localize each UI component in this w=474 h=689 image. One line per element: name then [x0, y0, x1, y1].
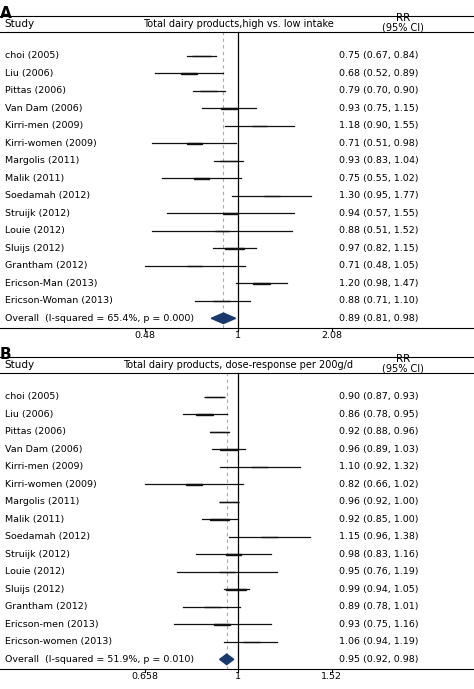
Text: Malik (2011): Malik (2011) [5, 174, 64, 183]
Text: 2.08: 2.08 [321, 331, 342, 340]
Text: Louie (2012): Louie (2012) [5, 568, 64, 577]
Text: Ericson-women (2013): Ericson-women (2013) [5, 637, 112, 646]
Text: Margolis (2011): Margolis (2011) [5, 156, 79, 165]
Text: 1.30 (0.95, 1.77): 1.30 (0.95, 1.77) [339, 192, 419, 200]
Text: 1.06 (0.94, 1.19): 1.06 (0.94, 1.19) [339, 637, 419, 646]
Text: 0.75 (0.67, 0.84): 0.75 (0.67, 0.84) [339, 52, 419, 61]
Text: Van Dam (2006): Van Dam (2006) [5, 104, 82, 113]
Text: choi (2005): choi (2005) [5, 52, 59, 61]
Text: Kirri-women (2009): Kirri-women (2009) [5, 139, 97, 148]
Text: Liu (2006): Liu (2006) [5, 410, 53, 419]
Text: 0.82 (0.66, 1.02): 0.82 (0.66, 1.02) [339, 480, 419, 489]
Text: 1.15 (0.96, 1.38): 1.15 (0.96, 1.38) [339, 533, 419, 542]
Text: 0.48: 0.48 [134, 331, 155, 340]
Polygon shape [219, 654, 234, 665]
Text: Louie (2012): Louie (2012) [5, 227, 64, 236]
Text: Sluijs (2012): Sluijs (2012) [5, 585, 64, 594]
Text: Overall  (I-squared = 65.4%, p = 0.000): Overall (I-squared = 65.4%, p = 0.000) [5, 313, 194, 323]
Text: 0.68 (0.52, 0.89): 0.68 (0.52, 0.89) [339, 69, 419, 78]
Text: 0.75 (0.55, 1.02): 0.75 (0.55, 1.02) [339, 174, 419, 183]
Text: 0.88 (0.51, 1.52): 0.88 (0.51, 1.52) [339, 227, 419, 236]
Text: (95% CI): (95% CI) [382, 364, 424, 373]
Text: RR: RR [396, 354, 410, 364]
Text: Total dairy products, dose-response per 200g/d: Total dairy products, dose-response per … [123, 360, 353, 369]
Text: B: B [0, 347, 12, 362]
Text: 1: 1 [235, 331, 241, 340]
Text: Liu (2006): Liu (2006) [5, 69, 53, 78]
Text: 0.93 (0.75, 1.15): 0.93 (0.75, 1.15) [339, 104, 419, 113]
Text: choi (2005): choi (2005) [5, 393, 59, 402]
Text: 1.20 (0.98, 1.47): 1.20 (0.98, 1.47) [339, 279, 419, 288]
Text: Sluijs (2012): Sluijs (2012) [5, 244, 64, 253]
Text: Total dairy products,high vs. low intake: Total dairy products,high vs. low intake [143, 19, 334, 28]
Text: Pittas (2006): Pittas (2006) [5, 427, 66, 436]
Text: 0.71 (0.48, 1.05): 0.71 (0.48, 1.05) [339, 261, 419, 270]
Text: Soedamah (2012): Soedamah (2012) [5, 533, 90, 542]
Text: 0.90 (0.87, 0.93): 0.90 (0.87, 0.93) [339, 393, 419, 402]
Text: 0.93 (0.83, 1.04): 0.93 (0.83, 1.04) [339, 156, 419, 165]
Text: 0.88 (0.71, 1.10): 0.88 (0.71, 1.10) [339, 296, 419, 305]
Text: Soedamah (2012): Soedamah (2012) [5, 192, 90, 200]
Text: Study: Study [5, 19, 35, 28]
Text: 0.99 (0.94, 1.05): 0.99 (0.94, 1.05) [339, 585, 419, 594]
Text: 0.94 (0.57, 1.55): 0.94 (0.57, 1.55) [339, 209, 419, 218]
Text: Ericson-Man (2013): Ericson-Man (2013) [5, 279, 97, 288]
Text: RR: RR [396, 13, 410, 23]
Text: Ericson-Woman (2013): Ericson-Woman (2013) [5, 296, 113, 305]
Text: 1.18 (0.90, 1.55): 1.18 (0.90, 1.55) [339, 121, 419, 130]
Text: 0.71 (0.51, 0.98): 0.71 (0.51, 0.98) [339, 139, 419, 148]
Text: 0.89 (0.78, 1.01): 0.89 (0.78, 1.01) [339, 602, 419, 611]
Text: 0.95 (0.76, 1.19): 0.95 (0.76, 1.19) [339, 568, 419, 577]
Text: 1: 1 [235, 672, 241, 681]
Text: 0.95 (0.92, 0.98): 0.95 (0.92, 0.98) [339, 655, 419, 664]
Text: 0.79 (0.70, 0.90): 0.79 (0.70, 0.90) [339, 86, 419, 95]
Text: 0.96 (0.89, 1.03): 0.96 (0.89, 1.03) [339, 445, 419, 454]
Text: Kirri-men (2009): Kirri-men (2009) [5, 121, 83, 130]
Text: Study: Study [5, 360, 35, 369]
Text: Pittas (2006): Pittas (2006) [5, 86, 66, 95]
Text: Van Dam (2006): Van Dam (2006) [5, 445, 82, 454]
Text: Kirri-men (2009): Kirri-men (2009) [5, 462, 83, 471]
Text: Grantham (2012): Grantham (2012) [5, 602, 87, 611]
Text: Overall  (I-squared = 51.9%, p = 0.010): Overall (I-squared = 51.9%, p = 0.010) [5, 655, 194, 664]
Text: Ericson-men (2013): Ericson-men (2013) [5, 620, 99, 629]
Text: 0.92 (0.85, 1.00): 0.92 (0.85, 1.00) [339, 515, 419, 524]
Text: 0.658: 0.658 [131, 672, 158, 681]
Text: 1.52: 1.52 [321, 672, 342, 681]
Text: Kirri-women (2009): Kirri-women (2009) [5, 480, 97, 489]
Text: 0.92 (0.88, 0.96): 0.92 (0.88, 0.96) [339, 427, 419, 436]
Text: (95% CI): (95% CI) [382, 23, 424, 32]
Text: Struijk (2012): Struijk (2012) [5, 550, 70, 559]
Text: 1.10 (0.92, 1.32): 1.10 (0.92, 1.32) [339, 462, 419, 471]
Text: 0.96 (0.92, 1.00): 0.96 (0.92, 1.00) [339, 497, 419, 506]
Text: Malik (2011): Malik (2011) [5, 515, 64, 524]
Text: A: A [0, 6, 12, 21]
Text: 0.93 (0.75, 1.16): 0.93 (0.75, 1.16) [339, 620, 419, 629]
Text: 0.89 (0.81, 0.98): 0.89 (0.81, 0.98) [339, 313, 419, 323]
Text: 0.97 (0.82, 1.15): 0.97 (0.82, 1.15) [339, 244, 419, 253]
Text: 0.86 (0.78, 0.95): 0.86 (0.78, 0.95) [339, 410, 419, 419]
Polygon shape [211, 313, 236, 324]
Text: Struijk (2012): Struijk (2012) [5, 209, 70, 218]
Text: Margolis (2011): Margolis (2011) [5, 497, 79, 506]
Text: Grantham (2012): Grantham (2012) [5, 261, 87, 270]
Text: 0.98 (0.83, 1.16): 0.98 (0.83, 1.16) [339, 550, 419, 559]
